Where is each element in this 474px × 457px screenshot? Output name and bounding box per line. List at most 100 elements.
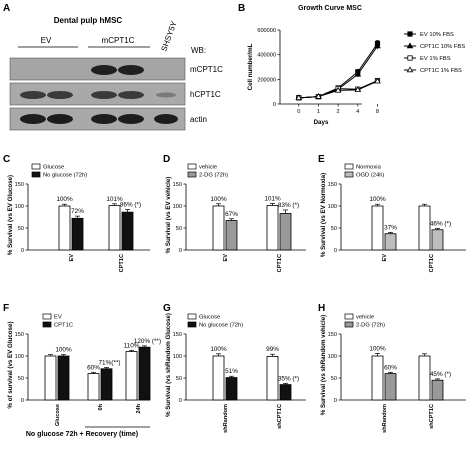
bar: [279, 384, 292, 401]
y-tick-label: 0: [179, 398, 182, 404]
data-label: 51%: [225, 368, 238, 375]
data-label: 60%: [87, 364, 100, 371]
y-tick-label: 150: [173, 182, 182, 188]
bar: [44, 355, 57, 401]
y-tick-label: 0: [334, 398, 337, 404]
panel-letter-d: D: [163, 154, 170, 165]
legend-label: Glucose: [43, 165, 64, 171]
data-label: 100%: [369, 345, 386, 352]
data-label: 100%: [369, 196, 386, 203]
category-label: shCPT1C: [429, 404, 435, 429]
data-point: [315, 92, 322, 99]
y-tick-label: 0: [21, 248, 24, 254]
chart-c-glucose: 0 50 100 150% Survival (vs EV Glucose) 100% 1…: [7, 163, 150, 272]
y-tick-label: 100: [328, 204, 337, 210]
data-label: 35% (*): [278, 375, 299, 382]
blot-row-hcpt1c: [9, 82, 186, 106]
data-label: 86% (*): [120, 202, 141, 209]
y-tick-label: 0: [21, 398, 24, 404]
y-tick-label: 150: [15, 332, 24, 338]
y-tick-label: 200000: [257, 77, 276, 83]
category-label: 0h: [98, 403, 104, 410]
bar: [138, 346, 151, 401]
data-point: [354, 70, 362, 77]
bar: [371, 205, 384, 251]
data-label: 120% (**): [134, 338, 161, 345]
legend-label: No glucose (72h): [199, 323, 243, 329]
panel-letter-g: G: [163, 303, 171, 314]
legend-swatch: [31, 163, 41, 170]
data-point: [407, 55, 413, 61]
y-tick-label: 50: [331, 376, 337, 382]
y-axis-label: % Survival (vs EV vehicle): [165, 177, 172, 254]
legend-label: OGD (24h): [356, 173, 384, 179]
bar: [384, 373, 397, 401]
data-label: 83% (*): [278, 202, 299, 209]
y-tick-label: 50: [331, 226, 337, 232]
lane-label-mcpt1c: mCPT1C: [102, 36, 135, 45]
category-label: CPT1C: [277, 254, 283, 272]
legend-label: EV: [54, 315, 62, 321]
legend-label: CPT1C 1% FBS: [420, 68, 462, 74]
legend-swatch: [344, 313, 354, 320]
panel-letter-e: E: [318, 154, 325, 165]
bar: [225, 377, 238, 401]
bar: [57, 355, 70, 401]
data-point: [406, 66, 414, 73]
legend-label: EV 1% FBS: [420, 56, 451, 62]
y-tick-label: 100: [15, 354, 24, 360]
y-axis-label: % Survival (vs EV Glucose): [7, 175, 14, 255]
chart-b-growth-curve: Growth Curve MSC 0 200000 400000 600000 0 1 2 4 8…: [247, 5, 465, 126]
y-tick-label: 0: [334, 248, 337, 254]
legend-swatch: [344, 171, 354, 178]
legend-label: 2-DG (72h): [356, 323, 385, 329]
legend-label: Normoxia: [356, 165, 382, 171]
wb-label: WB:: [191, 46, 206, 55]
legend-swatch: [344, 321, 354, 328]
bar: [384, 233, 397, 251]
y-tick-label: 150: [15, 182, 24, 188]
x-tick-label: 8: [376, 109, 379, 115]
chart-e-ogd: 0 50 100 150% Survival (vs EV Normoxia) 100%…: [320, 163, 466, 272]
y-tick-label: 50: [18, 376, 24, 382]
legend-label: vehicle: [356, 315, 374, 321]
category-label: shRandom: [382, 404, 388, 433]
y-tick-label: 100: [173, 354, 182, 360]
category-label: EV: [69, 254, 75, 262]
panel-letter-h: H: [318, 303, 325, 314]
panel-a: A Dental pulp hMSC EV mCPT1C SHSY5Y WB:: [3, 3, 223, 131]
chart-title: Growth Curve MSC: [298, 5, 362, 12]
x-tick-label: 2: [337, 109, 340, 115]
bar: [125, 351, 138, 401]
legend-label: No glucose (72h): [43, 173, 87, 179]
legend-label: vehicle: [199, 165, 217, 171]
x-axis-label: No glucose 72h + Recovery (time): [26, 431, 138, 438]
x-axis-label: Days: [314, 119, 329, 126]
data-label: 37%: [384, 224, 397, 231]
bar: [121, 211, 134, 251]
bar: [279, 213, 292, 251]
category-label: EV: [382, 254, 388, 262]
data-point: [407, 31, 413, 37]
data-label: 101%: [106, 196, 123, 203]
x-tick-label: 0: [297, 109, 300, 115]
panel-letter-c: C: [3, 154, 10, 165]
y-tick-label: 150: [328, 332, 337, 338]
legend-label: EV 10% FBS: [420, 32, 454, 38]
data-label: 99%: [266, 346, 279, 353]
bar: [108, 205, 121, 251]
data-label: 60%: [384, 364, 397, 371]
legend-swatch: [187, 313, 197, 320]
bar: [87, 373, 100, 401]
legend-swatch: [31, 171, 41, 178]
series-line-3: [295, 77, 381, 101]
data-label: 45% (*): [430, 371, 451, 378]
data-label: 100%: [210, 346, 227, 353]
data-point: [406, 42, 414, 49]
y-tick-label: 50: [176, 376, 182, 382]
row-label-actin: actin: [190, 115, 207, 124]
y-axis-label: % Survival (vs shRandom Glucose): [165, 313, 172, 417]
bar: [371, 355, 384, 401]
chart-h-shcpt1c-2dg: 0 50 100 150% Survival (vs shRandom vehicle…: [320, 313, 466, 433]
